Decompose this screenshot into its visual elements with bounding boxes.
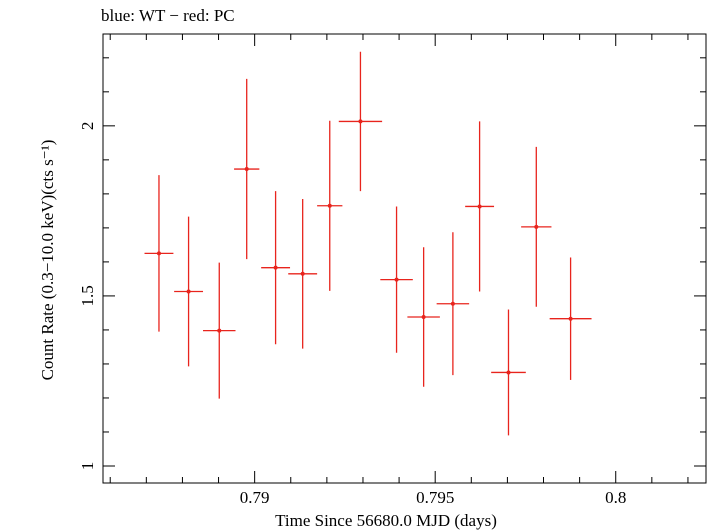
plot-frame bbox=[102, 33, 707, 484]
data-point bbox=[534, 224, 539, 229]
data-point bbox=[450, 301, 455, 306]
y-tick-label: 1 bbox=[78, 462, 97, 471]
data-point bbox=[506, 370, 511, 375]
data-point bbox=[394, 277, 399, 282]
data-point bbox=[217, 328, 222, 333]
data-point bbox=[477, 204, 482, 209]
data-point bbox=[156, 251, 161, 256]
x-axis-label: Time Since 56680.0 MJD (days) bbox=[275, 511, 497, 530]
y-tick-label: 2 bbox=[78, 122, 97, 131]
data-point bbox=[327, 203, 332, 208]
data-point bbox=[568, 316, 573, 321]
data-point bbox=[421, 315, 426, 320]
chart-marks: 0.79 0.795 0.8 1 1.5 2 bbox=[78, 34, 706, 507]
x-tick-label: 0.795 bbox=[416, 488, 454, 507]
y-tick-label: 1.5 bbox=[78, 285, 97, 306]
data-point bbox=[186, 289, 191, 294]
data-point bbox=[300, 271, 305, 276]
y-axis-label: Count Rate (0.3−10.0 keV)(cts s⁻¹) bbox=[38, 140, 57, 381]
data-point bbox=[358, 119, 363, 124]
chart-title: blue: WT − red: PC bbox=[101, 6, 235, 25]
data-point bbox=[273, 265, 278, 270]
x-tick-label: 0.8 bbox=[605, 488, 626, 507]
data-point bbox=[244, 167, 249, 172]
x-tick-label: 0.79 bbox=[240, 488, 270, 507]
